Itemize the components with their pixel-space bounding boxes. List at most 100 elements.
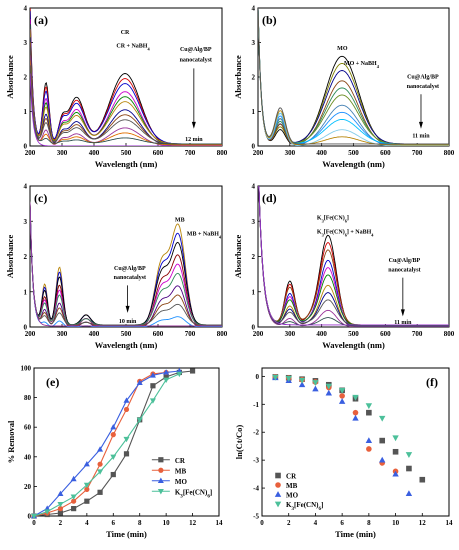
- y-tick-label: 0: [252, 143, 256, 151]
- data-point: [110, 471, 116, 478]
- data-point: [285, 375, 292, 382]
- panel-label: (a): [34, 13, 48, 27]
- annotation-label: Cu@Alg/BP: [180, 47, 212, 53]
- legend-label: CR: [286, 473, 297, 481]
- y-axis-label: % Removal: [6, 420, 16, 463]
- annotation-label: MB + NaBH4: [187, 231, 222, 239]
- legend-label: MO: [175, 478, 188, 486]
- x-axis-label: Wavelength (nm): [95, 340, 158, 350]
- y-tick-label: 60: [24, 424, 32, 432]
- data-point: [366, 409, 372, 416]
- data-point: [312, 385, 319, 392]
- spectrum-curve: [258, 186, 449, 327]
- spectrum-curve: [30, 8, 222, 146]
- series-3: [31, 371, 183, 520]
- x-tick-label: 8: [138, 519, 142, 527]
- data-point: [352, 409, 359, 416]
- series-line: [33, 370, 180, 517]
- data-point: [392, 448, 399, 455]
- data-point: [325, 383, 332, 390]
- y-tick-label: -3: [253, 457, 259, 465]
- data-point: [70, 494, 77, 500]
- data-point: [366, 446, 372, 452]
- x-tick-label: 0: [260, 519, 264, 527]
- x-tick-label: 400: [316, 330, 327, 338]
- data-point: [97, 446, 104, 452]
- data-point: [392, 435, 399, 442]
- panel-f: 0 2 4 6 8 10 12 14 0 -1 -2 -3 -4 -5 Time (min) ln(Ct/Co…: [234, 367, 453, 539]
- y-tick-label: 1: [24, 108, 28, 116]
- data-point: [157, 489, 164, 495]
- y-tick-label: 40: [24, 453, 32, 461]
- y-tick-label: 3: [252, 39, 256, 47]
- legend-label: MB: [286, 482, 298, 490]
- data-point: [392, 470, 399, 477]
- data-point: [57, 506, 64, 512]
- legend-label: K3[Fe(CN)6]: [286, 501, 323, 512]
- series-1: [272, 374, 399, 475]
- x-tick-label: 600: [153, 330, 164, 338]
- x-tick-label: 200: [25, 330, 36, 338]
- spectrum-curve: [258, 186, 449, 326]
- x-axis-label: Wavelength (nm): [322, 340, 385, 350]
- x-axis-label: Time (min): [335, 529, 376, 539]
- spectra-curves: [30, 201, 222, 327]
- data-point: [84, 486, 90, 492]
- spectrum-curve: [30, 202, 222, 327]
- data-point: [97, 469, 104, 475]
- panel-label: (d): [262, 191, 277, 205]
- data-point: [312, 380, 319, 386]
- series-line: [33, 370, 193, 517]
- data-point: [325, 389, 332, 396]
- spectra-curves: [258, 186, 449, 327]
- annotation-label: Cu@Alg/BP: [407, 75, 439, 81]
- panel-d: 200 300 400 500 600 700 800 0 1 2 3 4 Wavelength (nm…: [233, 183, 455, 351]
- arrow-head: [191, 121, 196, 129]
- x-tick-label: 4: [314, 519, 318, 527]
- panel-label: (f): [426, 375, 438, 389]
- spectrum-curve: [30, 201, 222, 326]
- data-point: [150, 383, 156, 389]
- y-tick-label: 4: [24, 183, 28, 191]
- y-tick-label: 3: [24, 39, 28, 47]
- x-tick-label: 700: [185, 330, 196, 338]
- data-point: [339, 393, 345, 399]
- data-point: [163, 377, 170, 384]
- data-point: [338, 398, 346, 404]
- x-tick-label: 800: [444, 149, 455, 157]
- annotation-label: nanocatalyst: [114, 275, 146, 281]
- data-point: [274, 491, 282, 497]
- data-point: [298, 381, 306, 388]
- x-tick-label: 800: [217, 149, 228, 157]
- panel-label: (b): [262, 13, 277, 27]
- data-point: [57, 490, 64, 496]
- y-tick-label: -1: [253, 401, 259, 409]
- data-point: [365, 403, 373, 410]
- y-axis-label: Absorbance: [233, 55, 243, 99]
- annotation-label: CR: [121, 30, 130, 36]
- data-point: [158, 467, 164, 473]
- data-point: [123, 451, 130, 457]
- annotation-label: MO + NaBH4: [344, 61, 380, 69]
- y-tick-label: -2: [253, 429, 259, 437]
- data-point: [379, 456, 386, 463]
- spectrum-curve: [30, 202, 222, 327]
- data-point: [158, 457, 164, 463]
- x-tick-label: 600: [380, 330, 391, 338]
- x-tick-label: 200: [253, 149, 264, 157]
- annotation-label: 11 min: [394, 320, 412, 326]
- data-point: [176, 371, 183, 378]
- annotation-label: nanocatalyst: [388, 267, 420, 273]
- x-tick-label: 10: [392, 519, 400, 527]
- data-point: [110, 454, 117, 460]
- data-point: [71, 506, 77, 512]
- x-tick-label: 200: [25, 149, 36, 157]
- x-tick-label: 6: [112, 519, 116, 527]
- annotation-label: CR + NaBH4: [116, 44, 150, 52]
- y-tick-label: 20: [24, 483, 32, 491]
- panel-a: 200 300 400 500 600 700 800 0 1 2 3 4 Wavelength (nm…: [5, 5, 228, 170]
- y-axis-label: Absorbance: [5, 55, 15, 99]
- spectrum-curve: [30, 203, 222, 327]
- annotation-label: nanocatalyst: [180, 57, 212, 63]
- x-tick-label: 600: [380, 149, 391, 157]
